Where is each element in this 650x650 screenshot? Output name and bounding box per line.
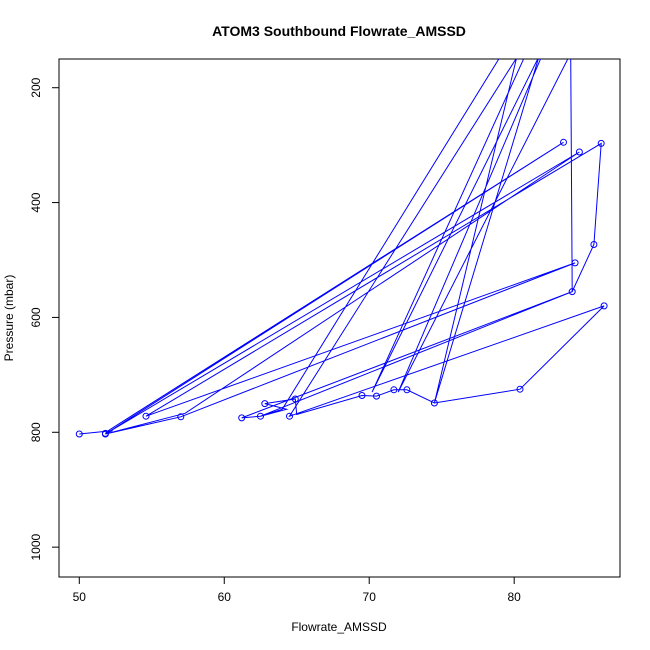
data-point [261,400,269,408]
data-point [373,392,380,400]
x-axis: 50 60 70 80 [73,577,521,604]
x-tick-label: 80 [507,590,521,604]
data-point [430,399,438,407]
data-point [600,302,608,310]
data-point [101,430,109,438]
y-axis-label: Pressure (mbar) [2,275,16,362]
series-group [75,59,608,438]
data-point [568,288,576,296]
y-tick-label: 400 [29,192,43,212]
data-point [403,386,411,394]
data-point [390,386,398,394]
data-point [575,148,583,156]
data-point [590,241,598,248]
plot-area [75,59,608,438]
y-tick-label: 200 [29,77,43,97]
x-tick-label: 70 [363,590,377,604]
y-axis: 200 400 600 800 1000 [29,77,59,560]
x-axis-label: Flowrate_AMSSD [291,620,387,634]
x-tick-label: 50 [73,590,87,604]
data-point [560,138,567,146]
data-point [571,259,579,267]
x-tick-label: 60 [218,590,232,604]
data-point [257,412,264,420]
y-tick-label: 1000 [29,533,43,560]
data-point [291,395,299,403]
data-point [286,412,293,420]
data-point [516,385,524,393]
data-point [358,392,366,399]
y-tick-label: 800 [29,422,43,442]
y-tick-label: 600 [29,307,43,327]
data-point [75,430,83,438]
plot-frame [58,58,621,578]
data-point [142,412,150,420]
data-point [238,414,246,422]
chart-title: ATOM3 Southbound Flowrate_AMSSD [212,23,466,39]
data-point [597,139,605,147]
series-line [79,59,605,435]
data-point [177,413,185,421]
